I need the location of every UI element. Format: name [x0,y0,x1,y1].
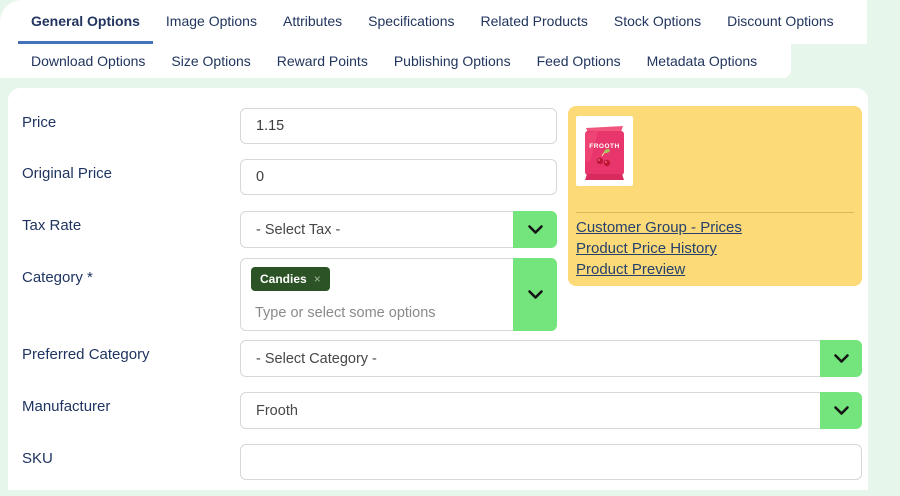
tab-bar-row2: Download Options Size Options Reward Poi… [0,44,791,78]
product-thumbnail: FROOTH [576,116,633,186]
original-price-label: Original Price [22,165,113,182]
tab-stock-options[interactable]: Stock Options [613,12,702,29]
tab-publishing-options[interactable]: Publishing Options [393,53,511,69]
tab-related-products[interactable]: Related Products [480,12,588,29]
tab-size-options[interactable]: Size Options [171,53,251,69]
svg-text:FROOTH: FROOTH [589,143,619,150]
tab-attributes[interactable]: Attributes [282,12,343,29]
category-dropdown-button[interactable] [513,258,557,331]
tab-general-options[interactable]: General Options [18,0,153,44]
panel-links: Customer Group - Prices Product Price Hi… [576,217,742,280]
preferred-category-selected-value: - Select Category - [240,340,820,377]
tax-rate-selected-value: - Select Tax - [240,211,513,248]
tab-specifications[interactable]: Specifications [368,12,455,29]
tax-rate-label: Tax Rate [22,217,82,234]
chevron-down-icon [527,289,544,300]
preferred-category-dropdown-button[interactable] [820,340,862,377]
category-tags-area[interactable]: Candies × [240,258,513,331]
original-price-input[interactable] [240,159,557,195]
chevron-down-icon [833,353,850,364]
tab-download-options[interactable]: Download Options [31,53,146,69]
panel-divider [576,212,854,213]
tag-remove-icon[interactable]: × [313,272,321,286]
category-tag-label: Candies [260,272,307,286]
product-bag-image: FROOTH [585,126,624,180]
preferred-category-select[interactable]: - Select Category - [240,340,862,377]
product-preview-link[interactable]: Product Preview [576,261,686,278]
manufacturer-dropdown-button[interactable] [820,392,862,429]
category-label: Category * [22,269,93,286]
category-tag-candies[interactable]: Candies × [251,267,330,291]
manufacturer-select[interactable]: Frooth [240,392,862,429]
sku-input[interactable] [240,444,862,480]
tax-rate-dropdown-button[interactable] [513,211,557,248]
general-options-panel: Price Original Price Tax Rate - Select T… [8,88,868,490]
preferred-category-label: Preferred Category [22,346,150,363]
sku-label: SKU [22,450,53,467]
category-search-input[interactable] [244,299,494,327]
tab-image-options[interactable]: Image Options [165,12,257,29]
tab-bar-row1: General Options Image Options Attributes… [0,0,867,44]
manufacturer-label: Manufacturer [22,398,111,415]
product-price-history-link[interactable]: Product Price History [576,240,717,257]
tab-metadata-options[interactable]: Metadata Options [646,53,758,69]
category-multiselect[interactable]: Candies × [240,258,557,331]
chevron-down-icon [833,405,850,416]
tax-rate-select[interactable]: - Select Tax - [240,211,557,248]
tab-feed-options[interactable]: Feed Options [536,53,621,69]
price-input[interactable] [240,108,557,144]
product-summary-panel: FROOTH Customer Group - Prices Product P… [568,106,862,286]
tab-discount-options[interactable]: Discount Options [727,12,834,29]
customer-group-prices-link[interactable]: Customer Group - Prices [576,219,742,236]
manufacturer-selected-value: Frooth [240,392,820,429]
tab-reward-points[interactable]: Reward Points [276,53,368,69]
chevron-down-icon [527,224,544,235]
price-label: Price [22,114,57,131]
